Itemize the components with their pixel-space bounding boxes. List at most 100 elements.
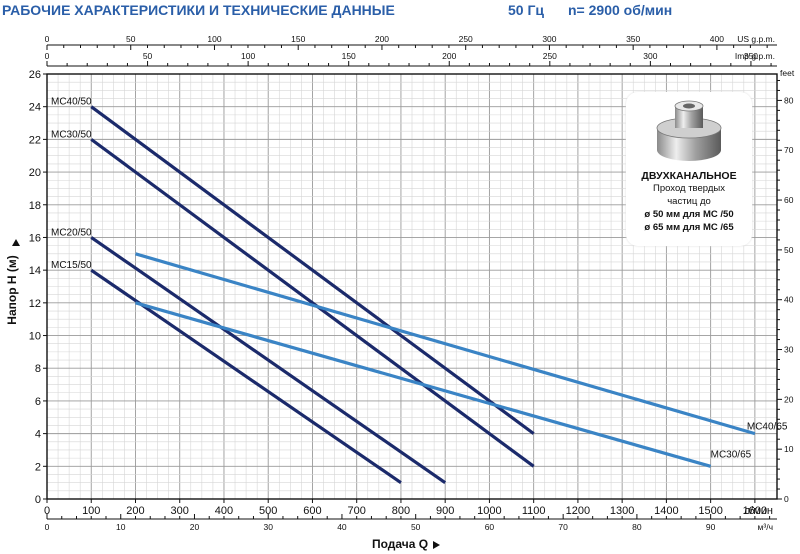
feet-unit-label: feet — [780, 68, 795, 78]
imp-gpm-tick-label: 250 — [543, 51, 557, 61]
y-tick-label: 16 — [29, 232, 41, 244]
us-gpm-unit-label: US g.p.m. — [737, 34, 775, 44]
inset-line-3: ø 50 мм для MC /50 — [644, 209, 734, 220]
y-tick-label: 18 — [29, 200, 41, 212]
m3h-tick-label: 50 — [411, 522, 421, 532]
curve-label-mc15-50: MC15/50 — [51, 260, 92, 271]
feet-tick-label: 50 — [784, 245, 794, 255]
m3h-tick-label: 0 — [45, 522, 50, 532]
pump-impeller-inset: ДВУХКАНАЛЬНОЕ Проход твердых частиц до ø… — [626, 92, 752, 246]
series-layer — [90, 105, 756, 484]
imp-gpm-tick-label: 200 — [442, 51, 456, 61]
imp-gpm-tick-label: 50 — [143, 51, 153, 61]
feet-tick-label: 70 — [784, 145, 794, 155]
y-tick-label: 8 — [35, 363, 41, 375]
x-tick-label: 400 — [215, 505, 233, 517]
m3h-tick-label: 40 — [337, 522, 347, 532]
curve-mc30-65 — [135, 301, 712, 468]
x-tick-label: 600 — [303, 505, 321, 517]
curve-label-mc30-50: MC30/50 — [51, 129, 92, 140]
imp-gpm-tick-label: 100 — [241, 51, 255, 61]
m3h-tick-label: 80 — [632, 522, 642, 532]
curve-mc40-50 — [90, 105, 535, 435]
x-tick-label: 1000 — [477, 505, 501, 517]
us-gpm-tick-label: 300 — [542, 34, 556, 44]
inset-line-4: ø 65 мм для MC /65 — [644, 222, 734, 233]
feet-tick-label: 0 — [784, 494, 789, 504]
feet-tick-label: 20 — [784, 394, 794, 404]
curve-label-mc40-50: MC40/50 — [51, 97, 92, 108]
m3h-tick-label: 70 — [558, 522, 568, 532]
x-tick-label: 500 — [259, 505, 277, 517]
feet-tick-label: 60 — [784, 195, 794, 205]
us-gpm-tick-label: 350 — [626, 34, 640, 44]
x-tick-label: 100 — [82, 505, 100, 517]
curve-label-mc20-50: MC20/50 — [51, 227, 92, 238]
y-tick-label: 12 — [29, 298, 41, 310]
m3h-tick-label: 20 — [190, 522, 200, 532]
y-tick-label: 10 — [29, 331, 41, 343]
imp-gpm-tick-label: 150 — [342, 51, 356, 61]
feet-tick-label: 80 — [784, 95, 794, 105]
imp-gpm-tick-label: 350 — [744, 51, 758, 61]
x-axis-title: Подача Q — [372, 537, 428, 551]
curve-label-mc40-65: MC40/65 — [747, 422, 788, 433]
impeller-image-icon — [656, 100, 722, 161]
inset-line-1: Проход твердых — [653, 183, 725, 194]
plot-frame — [46, 73, 778, 500]
imp-gpm-unit-label: Imp g.p.m. — [735, 51, 775, 61]
x-axis-arrow-icon — [433, 541, 440, 549]
header-title: РАБОЧИЕ ХАРАКТЕРИСТИКИ И ТЕХНИЧЕСКИЕ ДАН… — [2, 2, 395, 18]
inset-line-2: частиц до — [667, 196, 711, 207]
y-tick-label: 26 — [29, 69, 41, 81]
m3h-tick-label: 90 — [706, 522, 716, 532]
m3h-tick-label: 30 — [263, 522, 273, 532]
x-tick-label: 1200 — [566, 505, 590, 517]
y-tick-label: 24 — [29, 102, 41, 114]
us-gpm-tick-label: 150 — [291, 34, 305, 44]
y-tick-label: 6 — [35, 396, 41, 408]
imp-gpm-tick-label: 300 — [643, 51, 657, 61]
m3h-tick-label: 60 — [485, 522, 495, 532]
feet-tick-label: 10 — [784, 444, 794, 454]
feet-tick-label: 40 — [784, 295, 794, 305]
header-speed: n= 2900 об/мин — [568, 2, 672, 18]
y-tick-label: 2 — [35, 461, 41, 473]
curve-mc40-65 — [135, 252, 756, 436]
feet-tick-label: 30 — [784, 345, 794, 355]
us-gpm-tick-label: 400 — [710, 34, 724, 44]
x-tick-label: 800 — [392, 505, 410, 517]
inset-title: ДВУХКАНАЛЬНОЕ — [641, 170, 737, 182]
us-gpm-tick-label: 200 — [375, 34, 389, 44]
us-gpm-tick-label: 250 — [459, 34, 473, 44]
y-tick-label: 20 — [29, 167, 41, 179]
m3h-unit-label: м³/ч — [758, 522, 773, 532]
x-unit-label: л/мин — [744, 505, 773, 517]
us-gpm-tick-label: 0 — [45, 34, 50, 44]
x-tick-label: 200 — [126, 505, 144, 517]
y-tick-label: 0 — [35, 494, 41, 506]
x-tick-label: 1400 — [654, 505, 678, 517]
us-gpm-tick-label: 50 — [126, 34, 136, 44]
curve-mc20-50 — [90, 236, 447, 484]
y-axis-title: Напор H (м) — [5, 255, 19, 324]
x-tick-label: 1600 — [743, 505, 767, 517]
m3h-tick-label: 10 — [116, 522, 126, 532]
labels-layer: MC40/50 MC30/50 MC20/50 MC15/50 MC40/65 MC30/… — [51, 97, 788, 461]
y-axis-arrow-icon — [12, 239, 20, 246]
header-frequency: 50 Гц — [508, 2, 544, 18]
y-tick-label: 14 — [29, 265, 41, 277]
x-tick-label: 1300 — [610, 505, 634, 517]
x-tick-label: 1100 — [522, 505, 546, 517]
x-tick-label: 0 — [44, 505, 50, 517]
curve-mc30-50 — [90, 138, 535, 468]
x-tick-label: 900 — [436, 505, 454, 517]
imp-gpm-tick-label: 0 — [45, 51, 50, 61]
us-gpm-tick-label: 100 — [207, 34, 221, 44]
y-tick-label: 22 — [29, 134, 41, 146]
x-tick-label: 1500 — [698, 505, 722, 517]
x-tick-label: 700 — [348, 505, 366, 517]
curve-label-mc30-65: MC30/65 — [711, 449, 752, 460]
